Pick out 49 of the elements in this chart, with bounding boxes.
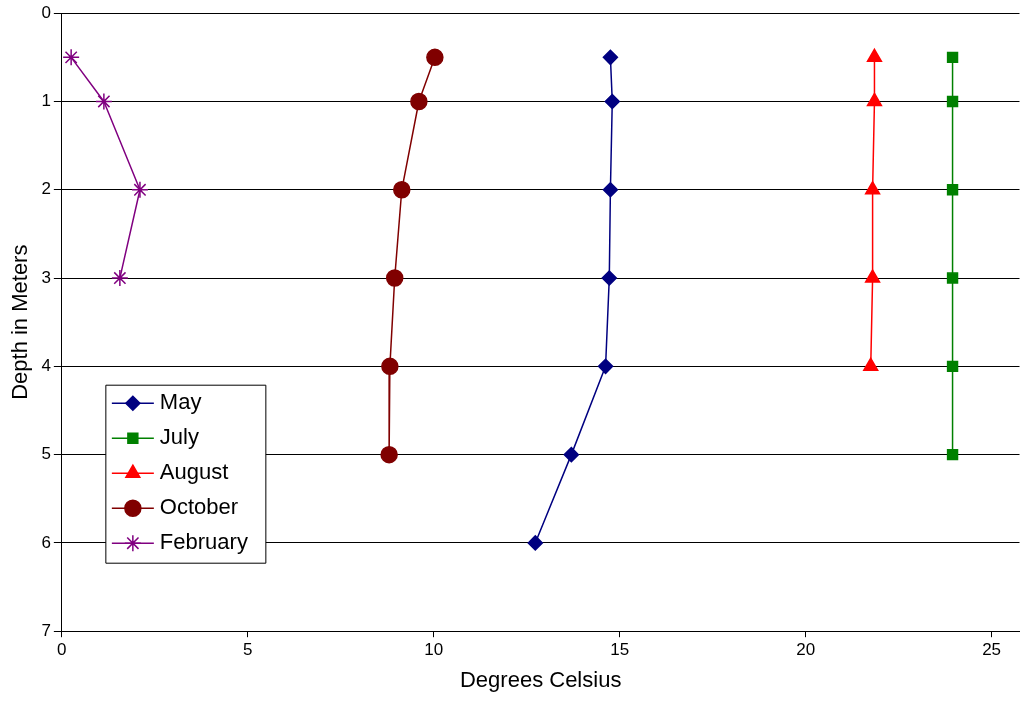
point <box>563 446 580 463</box>
point <box>864 181 881 195</box>
point <box>597 358 614 375</box>
legend-label: October <box>159 494 239 520</box>
y-tick-label: 4 <box>41 356 51 376</box>
y-tick-label: 2 <box>41 179 51 199</box>
point <box>946 95 959 108</box>
point <box>426 48 444 67</box>
point <box>385 269 404 287</box>
point <box>393 181 411 199</box>
y-tick-label: 3 <box>41 267 51 287</box>
x-tick-label: 25 <box>982 640 1002 660</box>
y-tick-label: 1 <box>41 91 51 111</box>
x-tick-label: 15 <box>610 640 630 660</box>
x-axis-title: Degrees Celsius <box>459 666 622 692</box>
point <box>380 445 398 464</box>
x-tick-label: 0 <box>57 640 67 660</box>
point <box>604 93 621 110</box>
point <box>527 535 544 551</box>
x-tick-label: 10 <box>424 640 444 660</box>
point <box>866 48 883 63</box>
point <box>864 269 881 283</box>
point <box>111 269 129 287</box>
point <box>381 357 399 376</box>
legend-label: May <box>159 389 202 415</box>
legend-label: August <box>159 459 229 485</box>
legend-label: February <box>159 529 248 555</box>
x-tick-label: 20 <box>796 640 816 660</box>
point <box>62 48 80 67</box>
y-tick-label: 6 <box>41 532 51 552</box>
point <box>946 360 959 373</box>
point <box>946 184 959 196</box>
y-tick-label: 0 <box>41 2 51 22</box>
y-tick-label: 7 <box>41 620 51 640</box>
point <box>946 448 959 461</box>
point <box>601 270 618 286</box>
legend-label: July <box>159 424 199 450</box>
point <box>602 49 619 66</box>
y-axis-title: Depth in Meters <box>7 244 33 400</box>
point <box>863 357 879 372</box>
point <box>946 272 959 284</box>
point <box>131 181 149 199</box>
point <box>866 92 883 107</box>
x-tick-label: 5 <box>243 640 253 660</box>
y-tick-label: 5 <box>41 444 51 464</box>
point <box>946 51 959 64</box>
point <box>95 92 113 111</box>
point <box>410 92 428 111</box>
point <box>602 182 619 198</box>
